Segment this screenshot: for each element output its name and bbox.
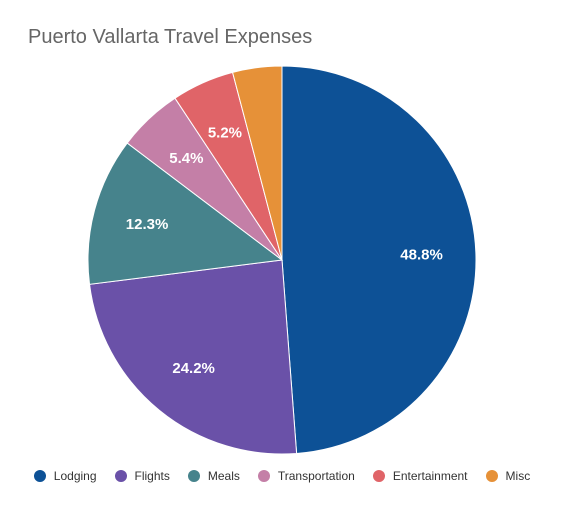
legend-swatch — [257, 470, 270, 482]
legend-label: Transportation — [277, 469, 355, 483]
data-label-meals: 12.3% — [126, 216, 169, 233]
legend-swatch — [114, 470, 127, 482]
legend-item-entertainment[interactable]: Entertainment — [372, 469, 468, 483]
pie-chart: 48.8% 24.2% 12.3% 5.4% 5.2% — [87, 65, 477, 455]
legend-label: Entertainment — [392, 469, 468, 483]
legend-item-flights[interactable]: Flights — [114, 469, 170, 483]
data-label-entertainment: 5.2% — [208, 125, 242, 142]
legend-label: Meals — [207, 469, 240, 483]
legend-swatch — [485, 470, 498, 482]
pie-slice-meals[interactable] — [87, 142, 284, 285]
legend-swatch — [372, 470, 385, 482]
legend-swatch — [33, 470, 46, 482]
legend-item-meals[interactable]: Meals — [187, 469, 240, 483]
legend-label: Flights — [134, 469, 170, 483]
legend-swatch — [187, 470, 200, 482]
legend-item-misc[interactable]: Misc — [485, 469, 531, 483]
pie-slice-flights[interactable] — [88, 259, 298, 455]
data-label-transportation: 5.4% — [169, 150, 203, 167]
legend-item-transportation[interactable]: Transportation — [257, 469, 355, 483]
pie-slice-misc[interactable] — [231, 65, 283, 261]
legend-label: Misc — [505, 469, 531, 483]
data-label-lodging: 48.8% — [400, 247, 443, 264]
legend: Lodging Flights Meals Transportation Enterta… — [0, 469, 564, 483]
chart-title: Puerto Vallarta Travel Expenses — [28, 26, 313, 48]
pie-slice-lodging[interactable] — [281, 65, 477, 454]
data-label-flights: 24.2% — [172, 360, 215, 377]
legend-label: Lodging — [53, 469, 97, 483]
legend-item-lodging[interactable]: Lodging — [33, 469, 97, 483]
